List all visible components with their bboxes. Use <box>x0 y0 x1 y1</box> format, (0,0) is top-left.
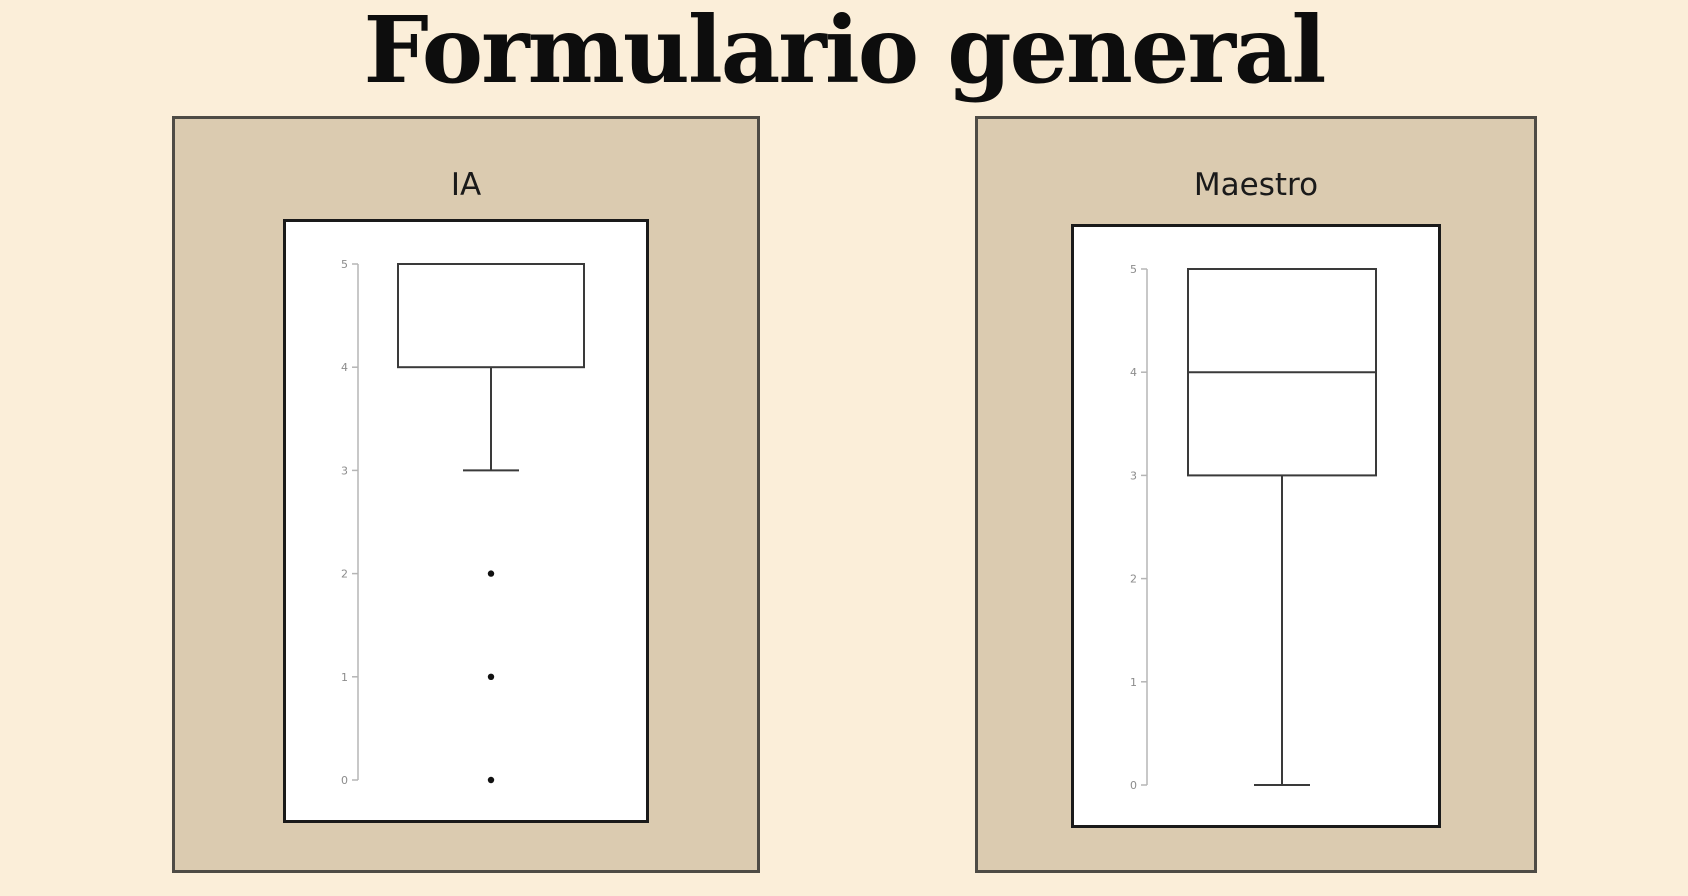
y-tick-label: 0 <box>1130 779 1137 792</box>
y-tick-label: 4 <box>1130 366 1137 379</box>
iqr-box <box>397 263 585 369</box>
chart-title-maestro: Maestro <box>1193 167 1319 203</box>
y-tick-label: 2 <box>341 568 348 581</box>
chart-panel-ia: IA 0 1 2 3 4 5 <box>172 116 760 873</box>
y-tick-label: 1 <box>341 671 348 684</box>
page-title: Formulario general <box>363 0 1326 104</box>
y-tick-label: 2 <box>1130 573 1137 586</box>
y-tick-label: 3 <box>1130 469 1137 482</box>
y-tick-label: 5 <box>1130 263 1137 276</box>
outlier-point <box>487 570 495 577</box>
plot-area-maestro: 0 1 2 3 4 5 <box>1071 224 1441 828</box>
chart-panel-maestro: Maestro 0 1 2 3 4 5 <box>975 116 1537 873</box>
outlier-point <box>487 776 495 784</box>
boxplot-maestro: 0 1 2 3 4 5 <box>1130 263 1377 792</box>
y-tick-label: 4 <box>341 361 348 374</box>
outlier-point <box>487 673 495 680</box>
y-tick-label: 5 <box>341 258 348 271</box>
y-tick-label: 0 <box>341 774 348 787</box>
y-tick-label: 1 <box>1130 676 1137 689</box>
plot-area-ia: 0 1 2 3 4 5 <box>283 219 649 823</box>
boxplot-ia: 0 1 2 3 4 5 <box>341 258 585 787</box>
chart-title-ia: IA <box>450 167 482 203</box>
y-tick-label: 3 <box>341 464 348 477</box>
